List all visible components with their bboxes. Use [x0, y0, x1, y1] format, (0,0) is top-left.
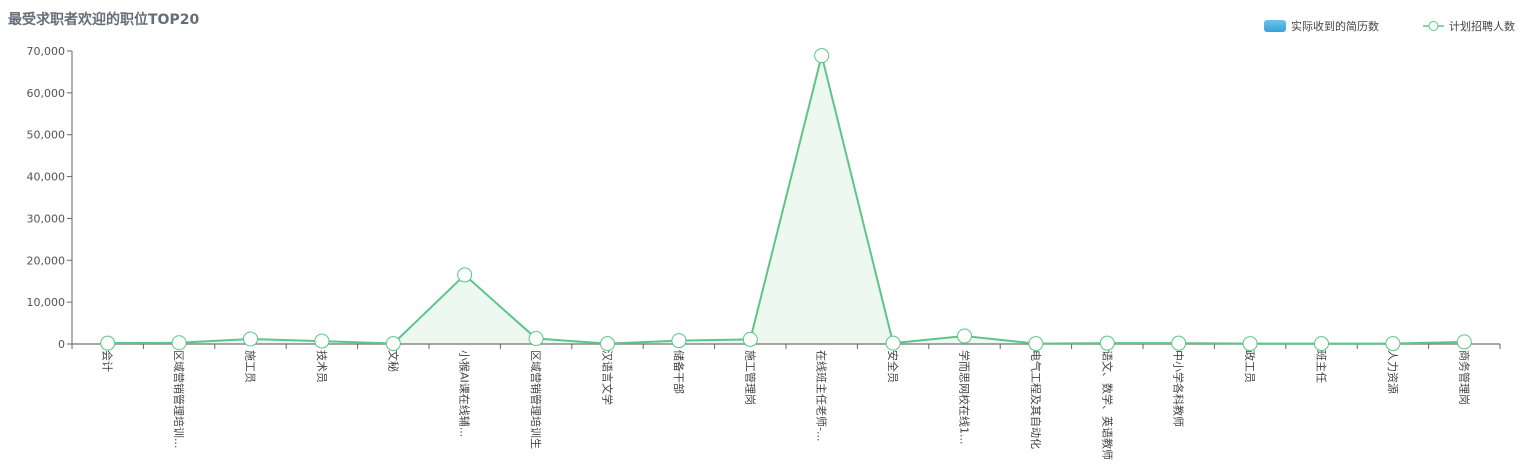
data-point	[814, 48, 830, 64]
x-tick-label: 语文、数学、英语教师	[1100, 350, 1114, 460]
data-point	[528, 331, 544, 347]
x-tick-label: 区域营销管理培训生	[529, 350, 543, 449]
y-tick-label: 70,000	[27, 45, 66, 58]
x-tick-label: 施工员	[244, 350, 257, 383]
data-point	[243, 331, 258, 347]
data-point	[1314, 336, 1329, 352]
data-point	[1171, 335, 1187, 351]
y-tick-label: 20,000	[27, 254, 66, 267]
legend-bar-swatch	[1264, 20, 1286, 32]
legend-line-marker	[1428, 21, 1439, 31]
legend-label: 实际收到的简历数	[1291, 19, 1379, 33]
data-point	[1028, 336, 1044, 352]
x-tick-label: 汉语言文学	[601, 350, 615, 405]
data-point	[1242, 336, 1258, 352]
data-point	[742, 331, 758, 347]
x-tick-label: 班主任	[1315, 350, 1328, 383]
x-tick-label: 商务管理岗	[1457, 350, 1471, 405]
x-tick-label: 学而思网校在线1...	[958, 350, 972, 445]
data-point	[1385, 336, 1401, 352]
x-tick-label: 区域营销管理培训...	[172, 350, 186, 449]
data-point	[457, 267, 473, 283]
x-tick-label: 小猴AI课在线辅...	[458, 350, 472, 437]
y-tick-label: 10,000	[27, 296, 66, 309]
data-point	[885, 335, 901, 351]
y-tick-label: 40,000	[27, 171, 66, 184]
data-point	[1099, 335, 1115, 351]
x-tick-label: 电气工程及其自动化	[1029, 350, 1043, 449]
x-tick-label: 文秘	[386, 350, 400, 372]
data-point	[600, 336, 615, 352]
x-tick-label: 安全员	[886, 350, 900, 383]
data-point	[171, 335, 187, 351]
data-point	[671, 333, 687, 349]
data-point	[385, 336, 401, 352]
data-point	[1456, 334, 1472, 350]
y-tick-label: 50,000	[27, 129, 66, 142]
legend-label: 计划招聘人数	[1449, 19, 1515, 33]
series-line	[107, 55, 1465, 345]
data-point	[314, 333, 330, 349]
data-point	[957, 328, 972, 344]
data-point	[100, 335, 116, 351]
x-tick-label: 中小学各科教师	[1172, 350, 1186, 427]
y-tick-label: 30,000	[27, 212, 66, 225]
y-tick-label: 0	[58, 338, 65, 351]
chart-title: 最受求职者欢迎的职位TOP20	[8, 12, 200, 28]
y-tick-label: 60,000	[27, 87, 66, 100]
x-tick-label: 储备干部	[672, 350, 686, 394]
x-tick-label: 人力资源	[1386, 350, 1400, 394]
x-tick-label: 政工员	[1243, 350, 1257, 383]
x-tick-label: 施工管理岗	[743, 350, 757, 405]
x-tick-label: 在线班主任老师-...	[815, 350, 829, 441]
x-tick-label: 会计	[101, 350, 114, 372]
x-tick-label: 技术员	[315, 350, 328, 383]
